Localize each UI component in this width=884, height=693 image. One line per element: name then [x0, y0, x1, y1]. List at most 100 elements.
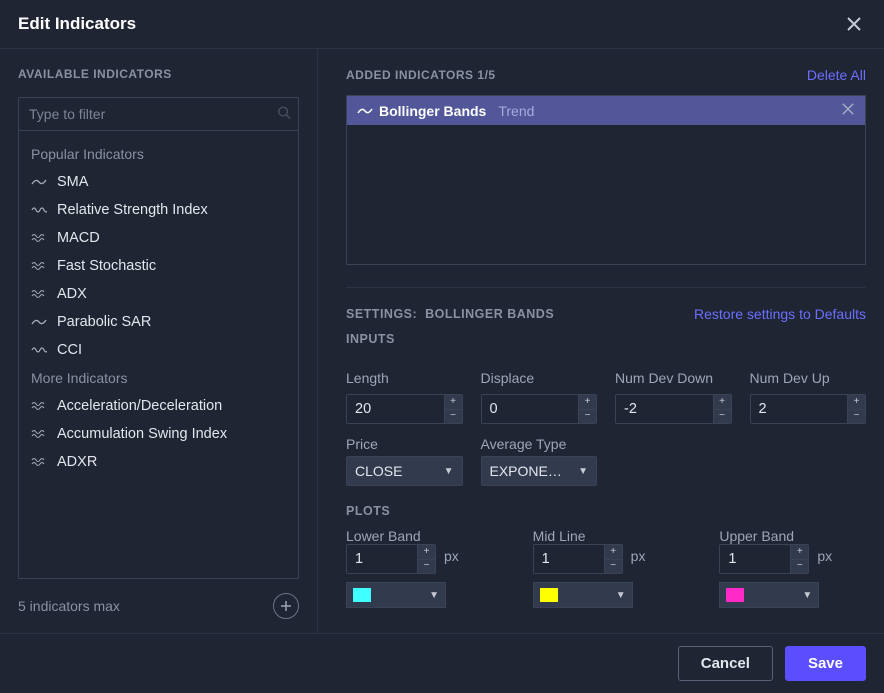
line-icon	[31, 176, 47, 188]
numdevdown-label: Num Dev Down	[615, 370, 713, 386]
chevron-down-icon: ▼	[578, 466, 588, 477]
midline-width-input[interactable]: +−	[533, 544, 623, 574]
px-label: px	[444, 548, 459, 564]
inputs-section-label: INPUTS	[346, 332, 866, 346]
indicator-item[interactable]: Parabolic SAR	[19, 308, 298, 336]
wave-icon	[31, 204, 47, 216]
chevron-down-icon: ▼	[429, 590, 439, 601]
indicator-item[interactable]: ADX	[19, 280, 298, 308]
indicator-label: Parabolic SAR	[57, 314, 151, 330]
upperband-color-select[interactable]: ▼	[719, 582, 819, 608]
stepper-up-button[interactable]: +	[791, 545, 808, 560]
numdevdown-value[interactable]	[616, 395, 713, 423]
indicator-item[interactable]: Relative Strength Index	[19, 196, 298, 224]
stepper-down-button[interactable]: −	[605, 560, 622, 574]
color-swatch	[726, 588, 744, 602]
length-input[interactable]: +−	[346, 394, 463, 424]
indicator-item[interactable]: SMA	[19, 168, 298, 196]
added-indicators-box: Bollinger Bands Trend	[346, 95, 866, 265]
indicator-label: SMA	[57, 174, 88, 190]
wave2-icon	[31, 456, 47, 468]
stepper-up-button[interactable]: +	[418, 545, 435, 560]
stepper-up-button[interactable]: +	[714, 395, 731, 410]
stepper-down-button[interactable]: −	[445, 410, 462, 424]
midline-label: Mid Line	[533, 528, 586, 544]
cancel-button[interactable]: Cancel	[678, 646, 773, 681]
avgtype-value: EXPONE…	[490, 463, 562, 479]
stepper-down-button[interactable]: −	[791, 560, 808, 574]
stepper-up-button[interactable]: +	[579, 395, 596, 410]
added-indicators-label: ADDED INDICATORS 1/5	[346, 68, 496, 82]
indicator-item[interactable]: Fast Stochastic	[19, 252, 298, 280]
stepper-up-button[interactable]: +	[848, 395, 865, 410]
displace-value[interactable]	[482, 395, 579, 423]
numdevup-input[interactable]: +−	[750, 394, 867, 424]
added-indicator-item[interactable]: Bollinger Bands Trend	[347, 96, 865, 125]
stepper-down-button[interactable]: −	[579, 410, 596, 424]
stepper-down-button[interactable]: −	[848, 410, 865, 424]
wave2-icon	[31, 260, 47, 272]
midline-color-select[interactable]: ▼	[533, 582, 633, 608]
indicator-label: ADXR	[57, 454, 97, 470]
lowerband-color-select[interactable]: ▼	[346, 582, 446, 608]
numdevdown-input[interactable]: +−	[615, 394, 732, 424]
more-group-label: More Indicators	[19, 364, 298, 392]
numdevup-value[interactable]	[751, 395, 848, 423]
wave2-icon	[31, 428, 47, 440]
lowerband-label: Lower Band	[346, 528, 421, 544]
indicator-item[interactable]: MACD	[19, 224, 298, 252]
added-indicator-category: Trend	[498, 103, 534, 119]
avgtype-label: Average Type	[481, 436, 598, 452]
add-indicator-button[interactable]	[273, 593, 299, 619]
upperband-label: Upper Band	[719, 528, 794, 544]
remove-indicator-button[interactable]	[841, 102, 855, 119]
line-icon	[357, 105, 373, 117]
indicator-label: Fast Stochastic	[57, 258, 156, 274]
indicator-item[interactable]: CCI	[19, 336, 298, 364]
length-label: Length	[346, 370, 389, 386]
indicator-label: Acceleration/Deceleration	[57, 398, 222, 414]
price-select[interactable]: CLOSE ▼	[346, 456, 463, 486]
indicator-max-label: 5 indicators max	[18, 598, 120, 614]
dialog-header: Edit Indicators	[0, 0, 884, 49]
added-indicator-name: Bollinger Bands	[379, 103, 486, 119]
plots-section-label: PLOTS	[346, 504, 866, 518]
dialog-title: Edit Indicators	[18, 14, 136, 34]
wave-icon	[31, 344, 47, 356]
lowerband-width-input[interactable]: +−	[346, 544, 436, 574]
stepper-down-button[interactable]: −	[418, 560, 435, 574]
indicator-item[interactable]: Accumulation Swing Index	[19, 420, 298, 448]
price-label: Price	[346, 436, 463, 452]
chevron-down-icon: ▼	[444, 466, 454, 477]
settings-pane: ADDED INDICATORS 1/5 Delete All Bollinge…	[318, 49, 884, 633]
color-swatch	[540, 588, 558, 602]
upperband-width-input[interactable]: +−	[719, 544, 809, 574]
indicator-label: ADX	[57, 286, 87, 302]
length-value[interactable]	[347, 395, 444, 423]
plus-icon	[280, 600, 292, 612]
indicator-list[interactable]: Popular Indicators SMARelative Strength …	[18, 130, 299, 579]
indicator-item[interactable]: ADXR	[19, 448, 298, 476]
available-indicators-label: AVAILABLE INDICATORS	[18, 67, 299, 81]
px-label: px	[631, 548, 646, 564]
stepper-up-button[interactable]: +	[445, 395, 462, 410]
price-value: CLOSE	[355, 463, 402, 479]
avgtype-select[interactable]: EXPONE… ▼	[481, 456, 598, 486]
indicator-label: CCI	[57, 342, 82, 358]
numdevup-label: Num Dev Up	[750, 370, 830, 386]
save-button[interactable]: Save	[785, 646, 866, 681]
indicator-label: Accumulation Swing Index	[57, 426, 227, 442]
chevron-down-icon: ▼	[616, 590, 626, 601]
stepper-up-button[interactable]: +	[605, 545, 622, 560]
stepper-down-button[interactable]: −	[714, 410, 731, 424]
delete-all-button[interactable]: Delete All	[807, 67, 866, 83]
close-icon	[846, 16, 862, 32]
displace-input[interactable]: +−	[481, 394, 598, 424]
close-button[interactable]	[842, 12, 866, 36]
filter-input[interactable]	[18, 97, 299, 131]
wave2-icon	[31, 288, 47, 300]
restore-defaults-button[interactable]: Restore settings to Defaults	[694, 306, 866, 322]
color-swatch	[353, 588, 371, 602]
indicator-item[interactable]: Acceleration/Deceleration	[19, 392, 298, 420]
wave2-icon	[31, 232, 47, 244]
